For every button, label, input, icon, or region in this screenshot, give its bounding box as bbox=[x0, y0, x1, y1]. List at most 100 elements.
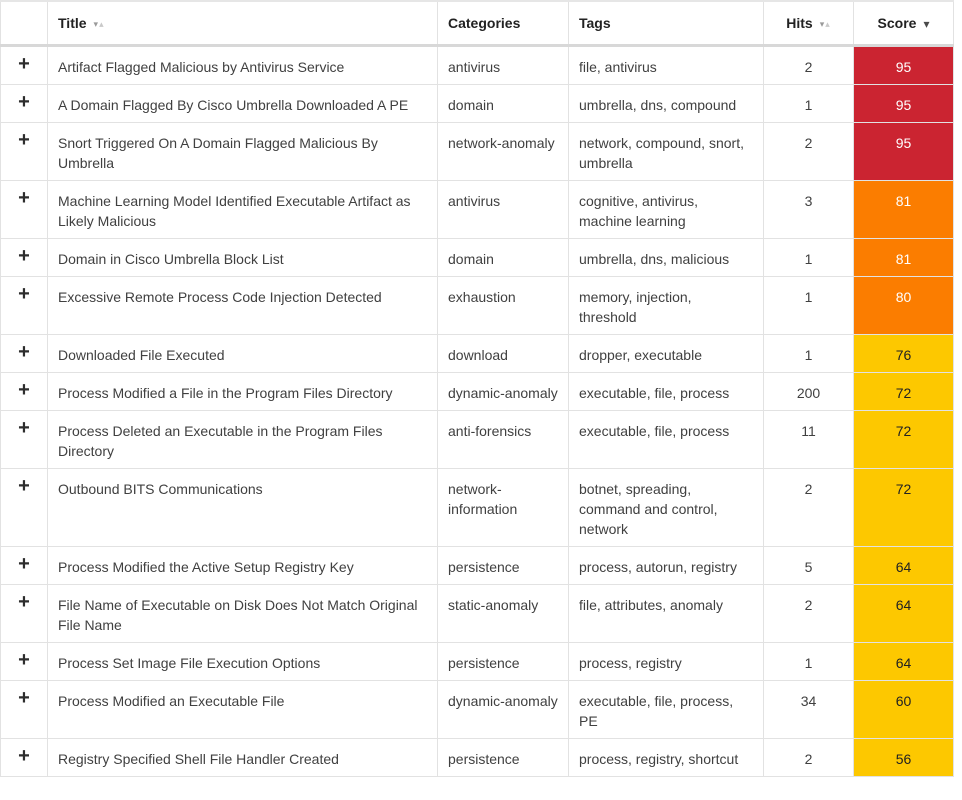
row-tags: memory, injection, threshold bbox=[568, 276, 764, 335]
header-title-label: Title bbox=[58, 15, 87, 31]
row-title[interactable]: File Name of Executable on Disk Does Not… bbox=[47, 584, 438, 643]
plus-icon[interactable]: + bbox=[18, 245, 30, 267]
add-cell: + bbox=[0, 468, 48, 547]
table-row: + Process Modified an Executable File dy… bbox=[0, 680, 954, 739]
row-hits: 2 bbox=[763, 738, 854, 777]
plus-icon[interactable]: + bbox=[18, 53, 30, 75]
add-cell: + bbox=[0, 680, 48, 739]
row-title[interactable]: Process Set Image File Execution Options bbox=[47, 642, 438, 681]
plus-icon[interactable]: + bbox=[18, 687, 30, 709]
row-hits: 1 bbox=[763, 642, 854, 681]
header-row: Title ▾▴ Categories Tags Hits ▾▴ Score ▾ bbox=[0, 0, 954, 47]
row-score: 64 bbox=[853, 642, 954, 681]
row-title[interactable]: Process Modified the Active Setup Regist… bbox=[47, 546, 438, 585]
row-title[interactable]: Downloaded File Executed bbox=[47, 334, 438, 373]
row-tags: executable, file, process, PE bbox=[568, 680, 764, 739]
header-tags-label: Tags bbox=[579, 15, 611, 31]
table-row: + Registry Specified Shell File Handler … bbox=[0, 738, 954, 777]
add-cell: + bbox=[0, 45, 48, 85]
row-score: 72 bbox=[853, 372, 954, 411]
table-row: + A Domain Flagged By Cisco Umbrella Dow… bbox=[0, 84, 954, 123]
row-hits: 2 bbox=[763, 468, 854, 547]
row-hits: 1 bbox=[763, 238, 854, 277]
row-title[interactable]: Process Deleted an Executable in the Pro… bbox=[47, 410, 438, 469]
row-score: 64 bbox=[853, 584, 954, 643]
row-title[interactable]: Outbound BITS Communications bbox=[47, 468, 438, 547]
plus-icon[interactable]: + bbox=[18, 417, 30, 439]
row-category: domain bbox=[437, 84, 569, 123]
row-title[interactable]: Process Modified an Executable File bbox=[47, 680, 438, 739]
sort-icon-title[interactable]: ▾▴ bbox=[94, 19, 105, 29]
row-category: dynamic-anomaly bbox=[437, 372, 569, 411]
table-row: + Excessive Remote Process Code Injectio… bbox=[0, 276, 954, 335]
sort-asc-icon: ▴ bbox=[99, 19, 105, 29]
plus-icon[interactable]: + bbox=[18, 591, 30, 613]
row-category: anti-forensics bbox=[437, 410, 569, 469]
row-tags: umbrella, dns, malicious bbox=[568, 238, 764, 277]
row-tags: executable, file, process bbox=[568, 410, 764, 469]
table-row: + Process Set Image File Execution Optio… bbox=[0, 642, 954, 681]
add-cell: + bbox=[0, 84, 48, 123]
row-hits: 200 bbox=[763, 372, 854, 411]
plus-icon[interactable]: + bbox=[18, 129, 30, 151]
row-category: network-information bbox=[437, 468, 569, 547]
plus-icon[interactable]: + bbox=[18, 341, 30, 363]
row-tags: network, compound, snort, umbrella bbox=[568, 122, 764, 181]
plus-icon[interactable]: + bbox=[18, 649, 30, 671]
row-category: antivirus bbox=[437, 180, 569, 239]
sort-asc-icon: ▴ bbox=[825, 19, 831, 29]
row-title[interactable]: Snort Triggered On A Domain Flagged Mali… bbox=[47, 122, 438, 181]
plus-icon[interactable]: + bbox=[18, 553, 30, 575]
header-score[interactable]: Score ▾ bbox=[853, 0, 954, 47]
add-cell: + bbox=[0, 180, 48, 239]
row-tags: file, attributes, anomaly bbox=[568, 584, 764, 643]
row-tags: dropper, executable bbox=[568, 334, 764, 373]
row-score: 81 bbox=[853, 238, 954, 277]
row-title[interactable]: Domain in Cisco Umbrella Block List bbox=[47, 238, 438, 277]
header-title[interactable]: Title ▾▴ bbox=[47, 0, 438, 47]
row-hits: 11 bbox=[763, 410, 854, 469]
add-cell: + bbox=[0, 334, 48, 373]
row-title[interactable]: A Domain Flagged By Cisco Umbrella Downl… bbox=[47, 84, 438, 123]
row-score: 56 bbox=[853, 738, 954, 777]
add-cell: + bbox=[0, 738, 48, 777]
plus-icon[interactable]: + bbox=[18, 187, 30, 209]
sort-desc-icon: ▾ bbox=[93, 19, 100, 29]
plus-icon[interactable]: + bbox=[18, 91, 30, 113]
header-hits-label: Hits bbox=[786, 15, 813, 31]
row-score: 95 bbox=[853, 84, 954, 123]
row-tags: umbrella, dns, compound bbox=[568, 84, 764, 123]
table-header: Title ▾▴ Categories Tags Hits ▾▴ Score ▾ bbox=[0, 0, 954, 47]
row-category: network-anomaly bbox=[437, 122, 569, 181]
plus-icon[interactable]: + bbox=[18, 379, 30, 401]
table-row: + Process Modified a File in the Program… bbox=[0, 372, 954, 411]
table-row: + Machine Learning Model Identified Exec… bbox=[0, 180, 954, 239]
row-title[interactable]: Registry Specified Shell File Handler Cr… bbox=[47, 738, 438, 777]
row-hits: 5 bbox=[763, 546, 854, 585]
plus-icon[interactable]: + bbox=[18, 475, 30, 497]
row-tags: executable, file, process bbox=[568, 372, 764, 411]
row-title[interactable]: Artifact Flagged Malicious by Antivirus … bbox=[47, 45, 438, 85]
row-title[interactable]: Excessive Remote Process Code Injection … bbox=[47, 276, 438, 335]
sort-icon-hits[interactable]: ▾▴ bbox=[820, 19, 831, 29]
row-score: 80 bbox=[853, 276, 954, 335]
row-category: antivirus bbox=[437, 45, 569, 85]
row-score: 95 bbox=[853, 122, 954, 181]
row-title[interactable]: Machine Learning Model Identified Execut… bbox=[47, 180, 438, 239]
table-row: + Outbound BITS Communications network-i… bbox=[0, 468, 954, 547]
plus-icon[interactable]: + bbox=[18, 283, 30, 305]
row-tags: botnet, spreading, command and control, … bbox=[568, 468, 764, 547]
header-hits[interactable]: Hits ▾▴ bbox=[763, 0, 854, 47]
sort-desc-active-icon: ▾ bbox=[923, 17, 930, 31]
header-score-label: Score bbox=[877, 15, 917, 31]
row-tags: cognitive, antivirus, machine learning bbox=[568, 180, 764, 239]
row-hits: 2 bbox=[763, 584, 854, 643]
row-hits: 2 bbox=[763, 45, 854, 85]
plus-icon[interactable]: + bbox=[18, 745, 30, 767]
add-cell: + bbox=[0, 372, 48, 411]
row-category: dynamic-anomaly bbox=[437, 680, 569, 739]
row-title[interactable]: Process Modified a File in the Program F… bbox=[47, 372, 438, 411]
row-category: persistence bbox=[437, 738, 569, 777]
indicator-table-body: + Artifact Flagged Malicious by Antiviru… bbox=[0, 45, 954, 777]
row-score: 64 bbox=[853, 546, 954, 585]
